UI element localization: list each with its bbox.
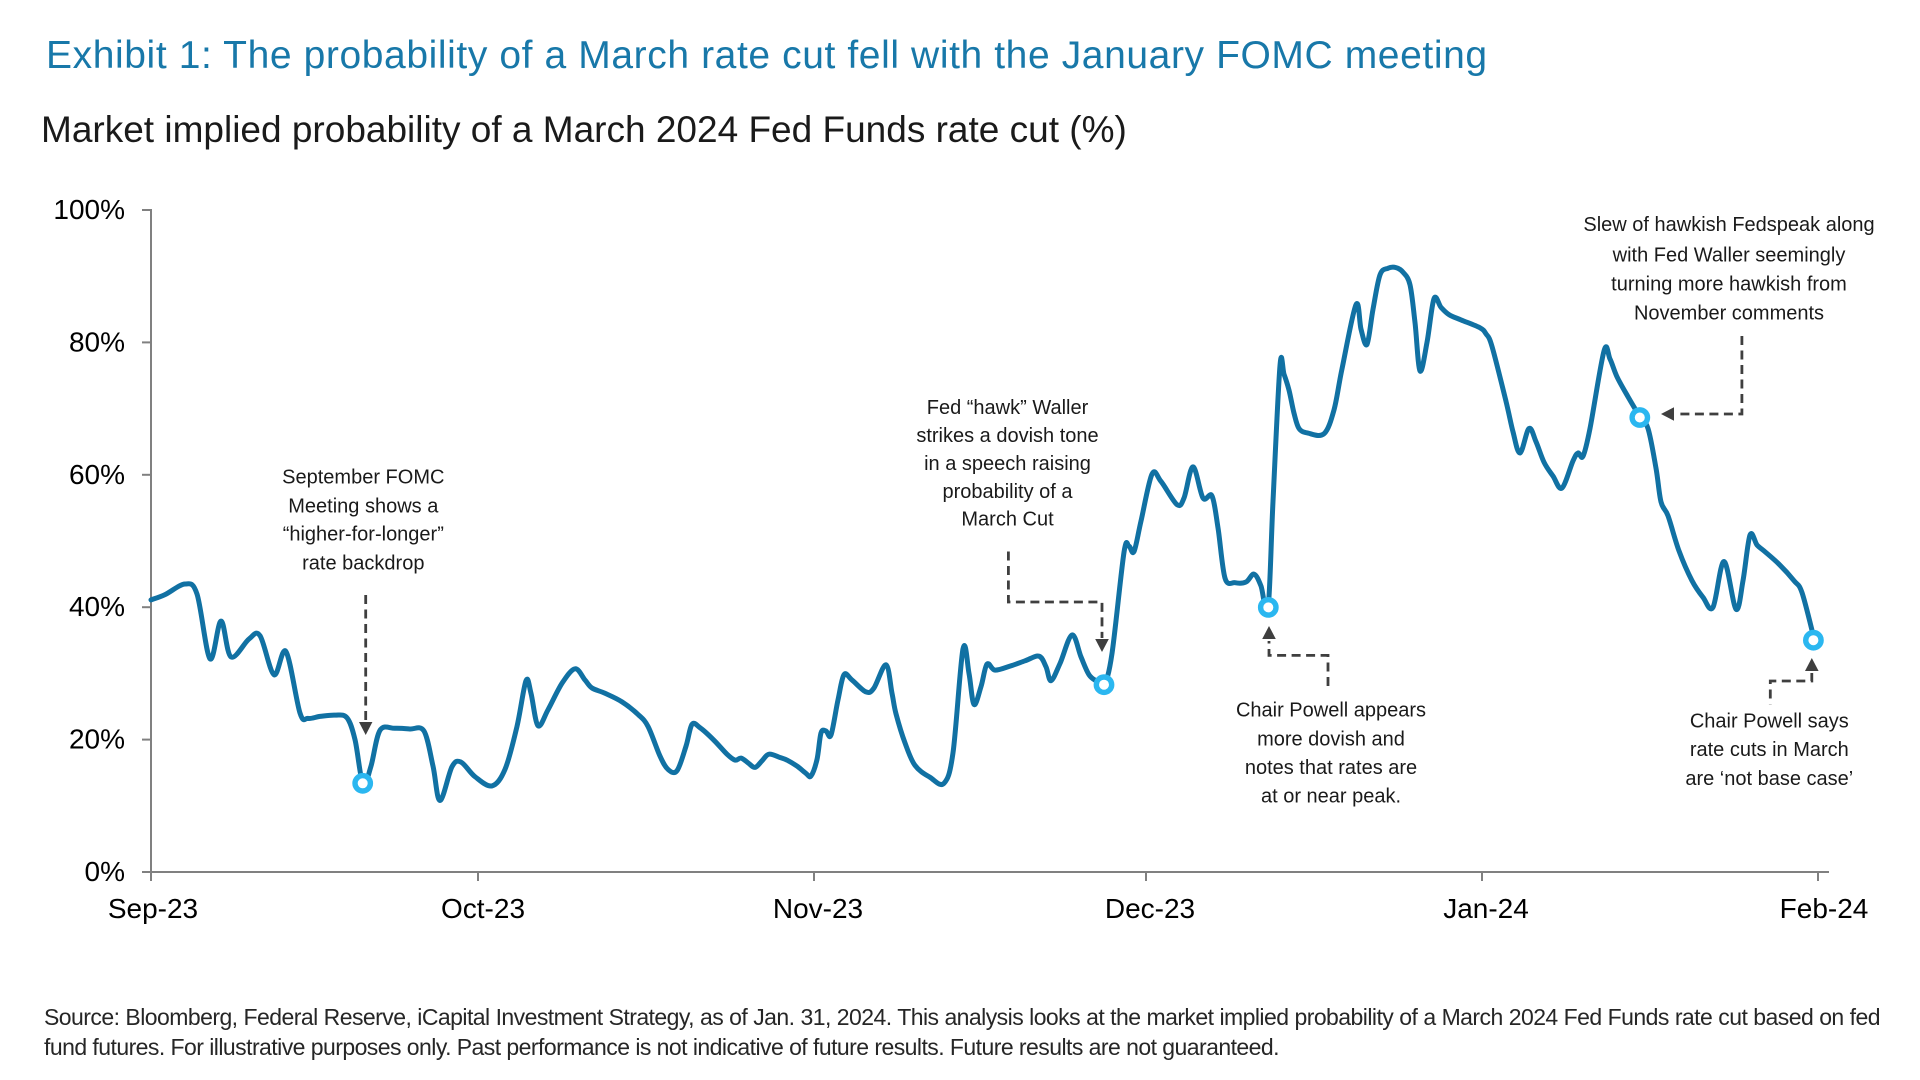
svg-text:rate backdrop: rate backdrop — [302, 553, 424, 575]
svg-text:strikes a dovish tone: strikes a dovish tone — [916, 425, 1098, 447]
svg-text:Chair Powell appears: Chair Powell appears — [1236, 700, 1426, 722]
svg-text:“higher-for-longer”: “higher-for-longer” — [283, 523, 444, 545]
svg-text:more dovish and: more dovish and — [1257, 728, 1405, 750]
svg-text:40%: 40% — [69, 591, 125, 622]
svg-text:Fed “hawk” Waller: Fed “hawk” Waller — [927, 397, 1089, 419]
svg-text:March Cut: March Cut — [961, 509, 1054, 531]
svg-text:Nov-23: Nov-23 — [773, 893, 863, 924]
svg-text:with Fed Waller seemingly: with Fed Waller seemingly — [1612, 244, 1846, 266]
svg-text:in a speech raising: in a speech raising — [924, 453, 1091, 475]
svg-text:0%: 0% — [85, 856, 125, 887]
svg-text:100%: 100% — [53, 194, 125, 225]
svg-text:notes that rates are: notes that rates are — [1245, 757, 1417, 779]
svg-text:rate cuts in March: rate cuts in March — [1690, 739, 1849, 761]
svg-text:are ‘not base case’: are ‘not base case’ — [1685, 768, 1853, 790]
svg-text:80%: 80% — [69, 326, 125, 357]
svg-text:Slew of hawkish Fedspeak along: Slew of hawkish Fedspeak along — [1583, 214, 1874, 236]
svg-text:Dec-23: Dec-23 — [1105, 893, 1195, 924]
svg-text:November comments: November comments — [1634, 302, 1824, 324]
svg-text:20%: 20% — [69, 724, 125, 755]
svg-text:turning more hawkish from: turning more hawkish from — [1611, 273, 1847, 295]
svg-text:September FOMC: September FOMC — [282, 467, 444, 489]
svg-text:Meeting shows a: Meeting shows a — [288, 496, 439, 518]
svg-text:at or near peak.: at or near peak. — [1261, 786, 1401, 808]
svg-text:probability of a: probability of a — [942, 481, 1073, 503]
svg-text:Chair Powell says: Chair Powell says — [1690, 710, 1849, 732]
svg-text:Feb-24: Feb-24 — [1780, 893, 1869, 924]
svg-text:Jan-24: Jan-24 — [1443, 893, 1529, 924]
svg-text:60%: 60% — [69, 459, 125, 490]
svg-text:Oct-23: Oct-23 — [441, 893, 525, 924]
svg-text:Sep-23: Sep-23 — [108, 893, 198, 924]
